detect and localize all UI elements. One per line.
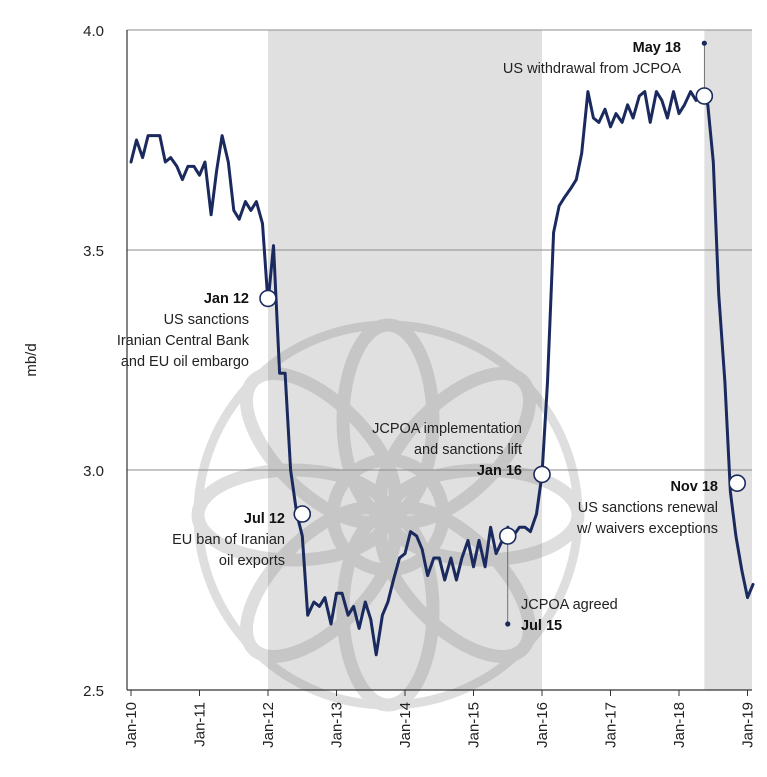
annotation-text: and sanctions lift (414, 442, 522, 458)
watermark-petal (239, 501, 402, 664)
y-tick-label: 2.5 (83, 683, 104, 700)
annotation-text: JCPOA agreed (521, 597, 618, 613)
watermark-ring (326, 453, 450, 577)
x-tick-label: Jan-11 (192, 702, 209, 747)
y-axis-label: mb/d (23, 343, 40, 376)
annotation-marker (695, 87, 714, 105)
annotation-jul-15: JCPOA agreed Jul 15 (498, 527, 618, 634)
annotation-text: US sanctions renewal (578, 500, 718, 516)
annotation-jan-12: Jan 12 US sanctions Iranian Central Bank an… (117, 289, 277, 370)
gridlines (127, 29, 752, 471)
y-tick-label: 3.0 (83, 463, 104, 480)
watermark-outer-ring (193, 320, 583, 710)
annotation-marker (533, 465, 551, 484)
x-tick-label: Jan-16 (534, 702, 551, 748)
annotation-date: Nov 18 (670, 479, 718, 495)
annotation-text: EU ban of Iranian (172, 532, 285, 548)
annotations: Jan 12 US sanctions Iranian Central Bank an… (117, 40, 747, 634)
annotation-marker (293, 505, 312, 523)
annotation-marker (498, 527, 517, 545)
watermark-petal (239, 366, 402, 529)
annotation-jul-12: Jul 12 EU ban of Iranian oil exports (172, 505, 312, 569)
series-line (129, 90, 755, 657)
annotation-date: Jan 12 (204, 291, 249, 307)
annotation-text: JCPOA implementation (372, 421, 522, 437)
annotation-marker (728, 474, 747, 493)
x-tick-label: Jan-13 (329, 702, 346, 748)
annotation-text: US sanctions (164, 312, 249, 328)
y-tick-label: 4.0 (83, 23, 104, 40)
annotation-nov-18: Nov 18 US sanctions renewal w/ waivers exc… (576, 474, 747, 537)
annotation-text: oil exports (219, 553, 285, 569)
annotation-date: Jan 16 (477, 463, 522, 479)
annotation-text: and EU oil embargo (121, 354, 249, 370)
annotation-date: Jul 15 (521, 618, 562, 634)
shaded-periods (268, 30, 752, 690)
annotation-text: Iranian Central Bank (117, 333, 250, 349)
y-tick-label: 3.5 (83, 243, 104, 260)
watermark-petal (336, 318, 440, 522)
annotation-jan-16: JCPOA implementation and sanctions lift Ja… (372, 421, 551, 484)
annotation-date: Jul 12 (244, 511, 285, 527)
x-tick-label: Jan-14 (397, 702, 414, 748)
watermark-petal (374, 366, 537, 529)
annotation-date: May 18 (633, 40, 681, 56)
y-tick-labels: 2.5 3.0 3.5 4.0 (83, 23, 104, 700)
shaded-period-0 (268, 30, 542, 690)
annotation-text: w/ waivers exceptions (576, 521, 718, 537)
x-tick-label: Jan-19 (740, 702, 757, 748)
x-tick-label: Jan-12 (260, 702, 277, 748)
x-tick-label: Jan-15 (466, 702, 483, 748)
annotation-dot (505, 621, 511, 627)
x-tick-label: Jan-18 (671, 702, 688, 748)
watermark-petal (336, 508, 440, 712)
x-tick-label: Jan-17 (603, 702, 620, 748)
annotation-marker (259, 289, 277, 308)
x-tick-labels: Jan-10 Jan-11 Jan-12 Jan-13 Jan-14 Jan-15 Jan-… (123, 690, 757, 748)
annotation-text: US withdrawal from JCPOA (503, 61, 681, 77)
annotation-may-18: May 18 US withdrawal from JCPOA (503, 40, 714, 105)
x-tick-label: Jan-10 (123, 702, 140, 748)
annotation-dot (701, 40, 707, 46)
